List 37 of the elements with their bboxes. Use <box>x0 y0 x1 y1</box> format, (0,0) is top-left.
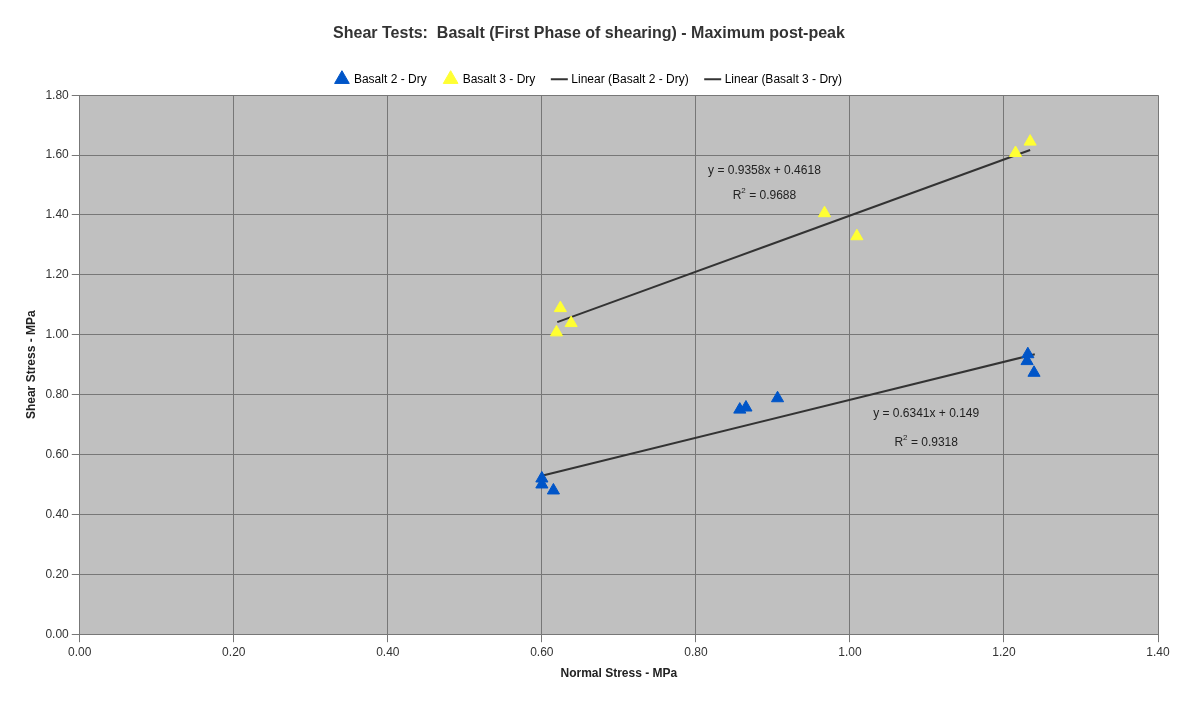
x-tick-label: 1.40 <box>1146 644 1170 659</box>
x-axis-title: Normal Stress - MPa <box>560 666 678 681</box>
point <box>564 315 578 328</box>
y-tick-label: 1.80 <box>45 87 70 102</box>
x-tick-label: 1.20 <box>992 644 1016 659</box>
point <box>1023 134 1037 146</box>
y-tick-label: 0.60 <box>45 446 70 461</box>
annotation: y = 0.9358x + 0.4618 <box>708 162 822 177</box>
x-tick-label: 0.20 <box>222 644 246 659</box>
y-tick-label: 0.40 <box>45 506 70 521</box>
x-tick-label: 1.00 <box>838 644 862 659</box>
point <box>1027 365 1041 377</box>
x-tick-label: 0.80 <box>684 644 708 659</box>
legend-label: Basalt 3 - Dry <box>462 71 536 86</box>
annotation: y = 0.6341x + 0.149 <box>873 405 980 420</box>
legend-label: Linear (Basalt 2 - Dry) <box>571 71 689 86</box>
y-tick-label: 0.20 <box>45 566 70 581</box>
point <box>553 300 567 313</box>
point <box>1008 145 1023 157</box>
legend-label: Basalt 2 - Dry <box>353 71 427 86</box>
x-tick-label: 0.40 <box>376 644 400 659</box>
legend-label: Linear (Basalt 3 - Dry) <box>724 71 843 86</box>
point <box>850 228 864 241</box>
y-tick-label: 1.00 <box>45 327 70 342</box>
y-tick-label: 1.60 <box>45 147 70 162</box>
y-tick-label: 0.80 <box>45 386 70 401</box>
y-tick-label: 1.40 <box>45 207 70 222</box>
point <box>770 390 785 403</box>
x-tick-label: 0.60 <box>530 644 554 659</box>
y-axis-title: Shear Stress - MPa <box>23 310 38 420</box>
point <box>817 205 832 218</box>
y-tick-label: 0.00 <box>45 626 70 641</box>
y-tick-label: 1.20 <box>45 267 70 282</box>
chart-title: Shear Tests: Basalt (First Phase of shearing) - Maximum post-peak <box>333 24 846 42</box>
point <box>549 324 564 337</box>
point <box>546 482 560 495</box>
x-tick-label: 0.00 <box>68 644 92 659</box>
